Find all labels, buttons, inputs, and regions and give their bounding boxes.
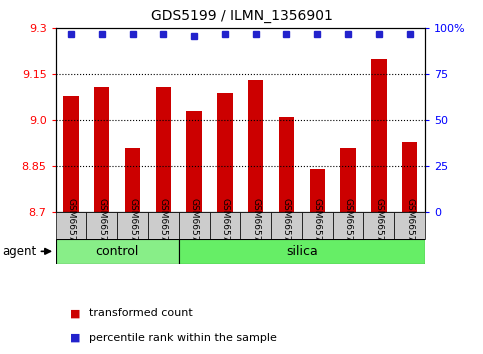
Text: GSM665755: GSM665755 — [67, 198, 75, 253]
Bar — [86, 212, 117, 239]
Text: GSM665752: GSM665752 — [190, 198, 199, 253]
Text: silica: silica — [286, 245, 318, 258]
Bar — [364, 212, 394, 239]
Bar — [341, 148, 356, 212]
Bar — [186, 111, 202, 212]
Bar — [63, 96, 79, 212]
Bar — [56, 212, 86, 239]
Text: GSM665768: GSM665768 — [282, 198, 291, 253]
Bar — [56, 239, 179, 264]
Bar — [240, 212, 271, 239]
Bar — [210, 212, 240, 239]
Text: GSM665783: GSM665783 — [343, 198, 353, 253]
Bar — [117, 212, 148, 239]
Bar — [156, 87, 171, 212]
Bar — [125, 148, 140, 212]
Bar — [94, 87, 110, 212]
Bar — [217, 93, 233, 212]
Text: GSM665787: GSM665787 — [159, 198, 168, 253]
Bar — [333, 212, 364, 239]
Text: ■: ■ — [70, 308, 81, 318]
Text: GSM665790: GSM665790 — [405, 198, 414, 253]
Bar — [402, 142, 417, 212]
Bar — [279, 117, 294, 212]
Text: control: control — [96, 245, 139, 258]
Bar — [271, 212, 302, 239]
Text: GSM665781: GSM665781 — [128, 198, 137, 253]
Bar — [179, 239, 425, 264]
Text: percentile rank within the sample: percentile rank within the sample — [89, 333, 277, 343]
Text: GSM665780: GSM665780 — [313, 198, 322, 253]
Text: GDS5199 / ILMN_1356901: GDS5199 / ILMN_1356901 — [151, 9, 332, 23]
Bar — [179, 212, 210, 239]
Bar — [310, 170, 325, 212]
Bar — [302, 212, 333, 239]
Text: GSM665789: GSM665789 — [374, 198, 384, 253]
Text: transformed count: transformed count — [89, 308, 193, 318]
Bar — [394, 212, 425, 239]
Text: GSM665763: GSM665763 — [97, 198, 106, 253]
Bar — [148, 212, 179, 239]
Bar — [371, 59, 386, 212]
Bar — [248, 80, 263, 212]
Text: GSM665757: GSM665757 — [220, 198, 229, 253]
Text: GSM665764: GSM665764 — [251, 198, 260, 253]
Text: agent: agent — [2, 245, 37, 258]
Text: ■: ■ — [70, 333, 81, 343]
